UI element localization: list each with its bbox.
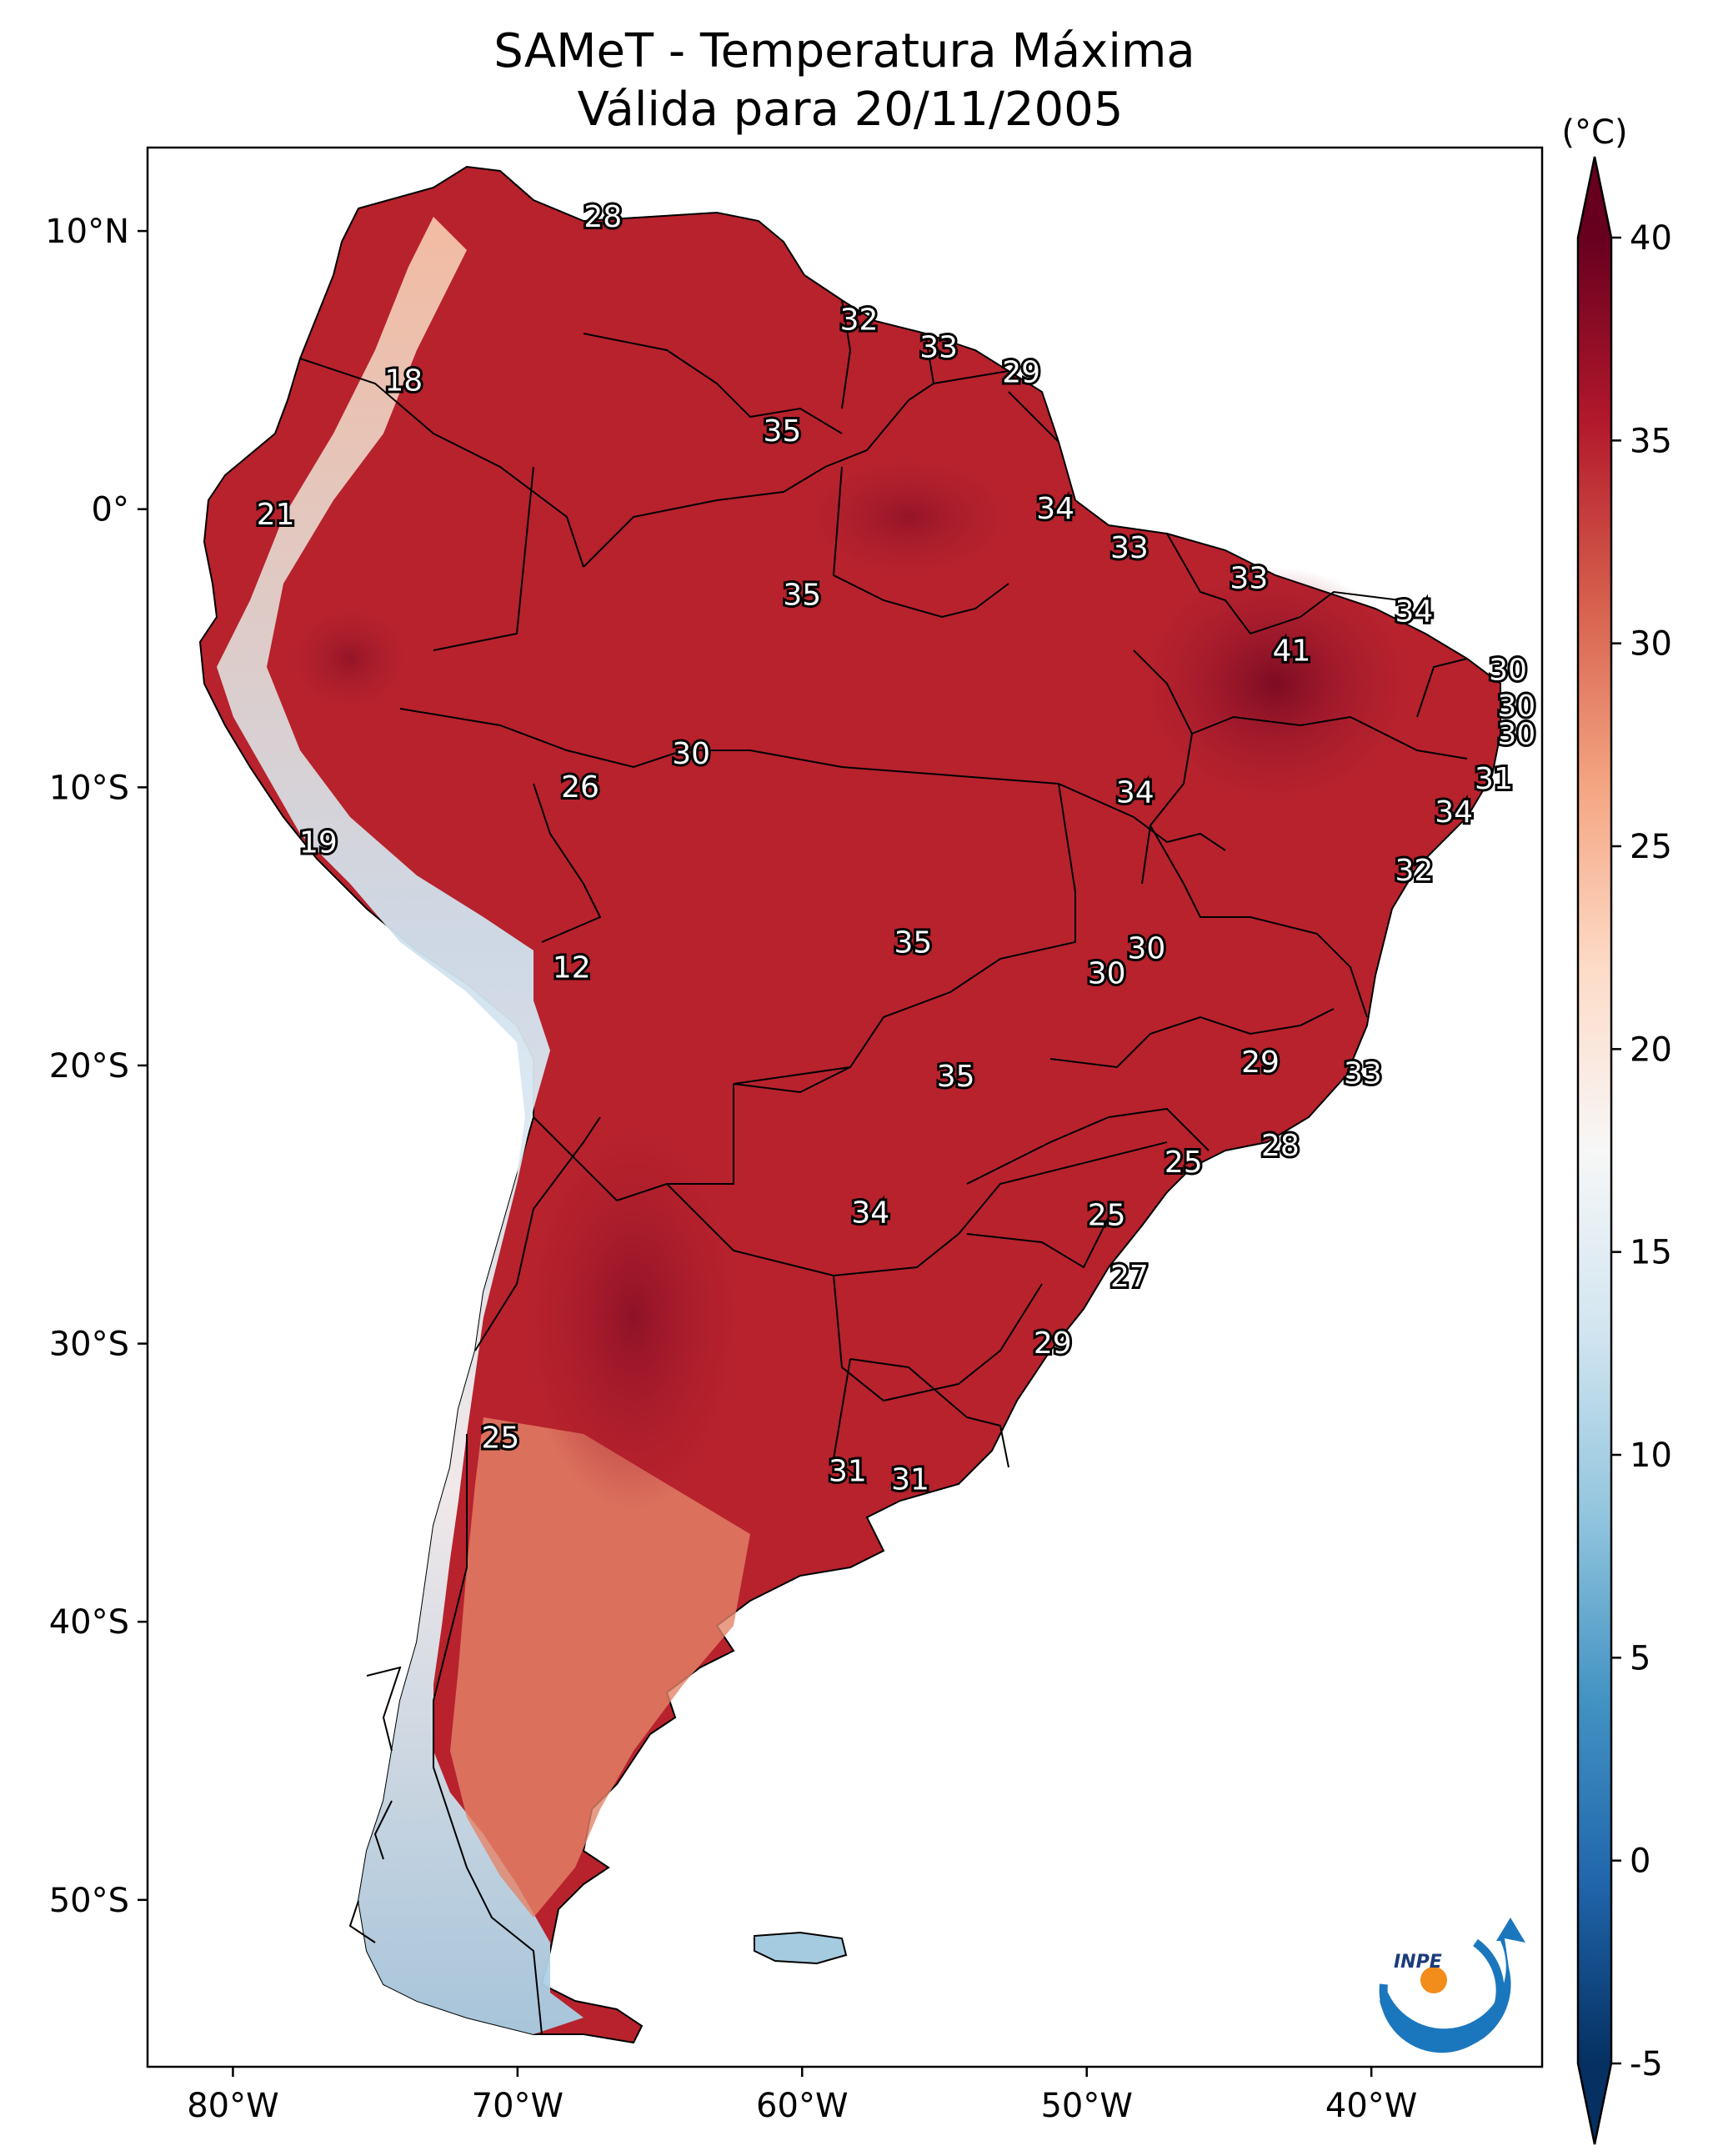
station-value: 30 [1497,717,1535,751]
station-value: 31 [891,1463,929,1497]
station-value: 28 [584,200,622,234]
station-value: 34 [1036,492,1074,526]
station-value: 21 [257,498,295,532]
station-value: 34 [1116,776,1155,810]
lat-tick-label: 20°S [49,1047,129,1086]
lon-tick-label: 60°W [756,2087,848,2125]
colorbar-tick-label: -5 [1630,2045,1663,2083]
colorbar-bottom-extension [1578,2063,1611,2144]
lat-tick-label: 40°S [49,1603,129,1642]
svg-text:INPE: INPE [1394,1952,1442,1973]
station-value: 33 [919,331,958,365]
longitude-axis: 80°W 70°W 60°W 50°W 40°W [187,2067,1417,2125]
political-borders [299,299,1468,2035]
station-value: 25 [481,1421,519,1456]
station-value: 33 [1230,562,1268,596]
station-value: 31 [829,1455,867,1489]
station-value: 30 [1497,689,1535,724]
station-value: 28 [1261,1129,1300,1163]
colorbar-tick-label: 5 [1630,1639,1650,1677]
station-value: 41 [1273,634,1311,668]
station-value: 34 [1435,795,1473,830]
colorbar-tick-label: 40 [1630,219,1672,258]
lat-tick-label: 0° [92,491,129,529]
falkland-islands [754,1931,848,1965]
station-value: 19 [299,826,338,860]
station-value: 30 [1088,956,1126,990]
station-value: 32 [1395,854,1433,888]
station-value: 35 [937,1060,975,1094]
station-value: 32 [840,303,879,337]
peru-hot-spot [292,609,408,709]
colorbar-ticks: 40 35 30 25 20 15 10 5 0 -5 [1611,219,1672,2083]
station-value: 12 [553,951,591,985]
colorbar-tick-label: 35 [1630,422,1672,460]
station-value: 34 [851,1196,889,1230]
lon-tick-label: 70°W [472,2087,563,2125]
colorbar: (°C) 40 35 30 25 20 15 10 5 0 -5 [1561,113,1672,2145]
colorbar-top-extension [1578,157,1611,238]
station-value: 18 [384,364,423,399]
station-value: 35 [783,579,821,613]
station-value: 35 [763,414,801,449]
colorbar-tick-label: 20 [1630,1030,1672,1069]
chaco-hot-spot [525,1126,742,1509]
map-title-line2: Válida para 20/11/2005 [578,83,1124,137]
station-value: 30 [1489,654,1527,688]
patagonia-warm-zone [450,1417,750,1918]
station-value: 33 [1110,531,1149,565]
colorbar-tick-label: 30 [1630,625,1672,664]
colorbar-gradient [1578,238,1611,2063]
colorbar-unit-label: (°C) [1561,113,1627,152]
station-value: 29 [1241,1045,1280,1080]
map-title-line1: SAMeT - Temperatura Máxima [493,24,1195,78]
lon-tick-label: 50°W [1040,2087,1132,2125]
station-value: 30 [1128,931,1166,965]
lat-tick-label: 30°S [49,1326,129,1364]
colorbar-tick-label: 15 [1630,1234,1672,1272]
station-value: 30 [672,737,710,771]
inpe-logo: INPE [1379,1918,1525,2053]
lat-tick-label: 10°S [49,769,129,807]
station-value: 34 [1395,595,1433,629]
colorbar-tick-label: 0 [1630,1843,1650,1881]
lon-tick-label: 40°W [1325,2087,1417,2125]
northeast-hot-spot [1142,567,1409,800]
station-value: 25 [1088,1199,1126,1233]
colorbar-tick-label: 10 [1630,1436,1672,1475]
colorbar-tick-label: 25 [1630,828,1672,866]
lat-tick-label: 10°N [45,213,129,251]
station-value: 33 [1344,1056,1382,1091]
station-value: 29 [1034,1326,1072,1361]
lon-tick-label: 80°W [187,2087,278,2125]
station-value: 31 [1475,762,1513,796]
station-value: 26 [561,770,599,805]
map-frame [146,146,1544,2068]
station-value: 35 [894,926,933,960]
amazon-hot-spot [809,459,1009,575]
station-value: 25 [1165,1146,1203,1180]
station-value: 27 [1110,1260,1149,1294]
lat-tick-label: 50°S [49,1882,129,1920]
latitude-axis: 10°N 0° 10°S 20°S 30°S 40°S 50°S [45,213,148,1920]
station-value: 29 [1002,356,1040,390]
